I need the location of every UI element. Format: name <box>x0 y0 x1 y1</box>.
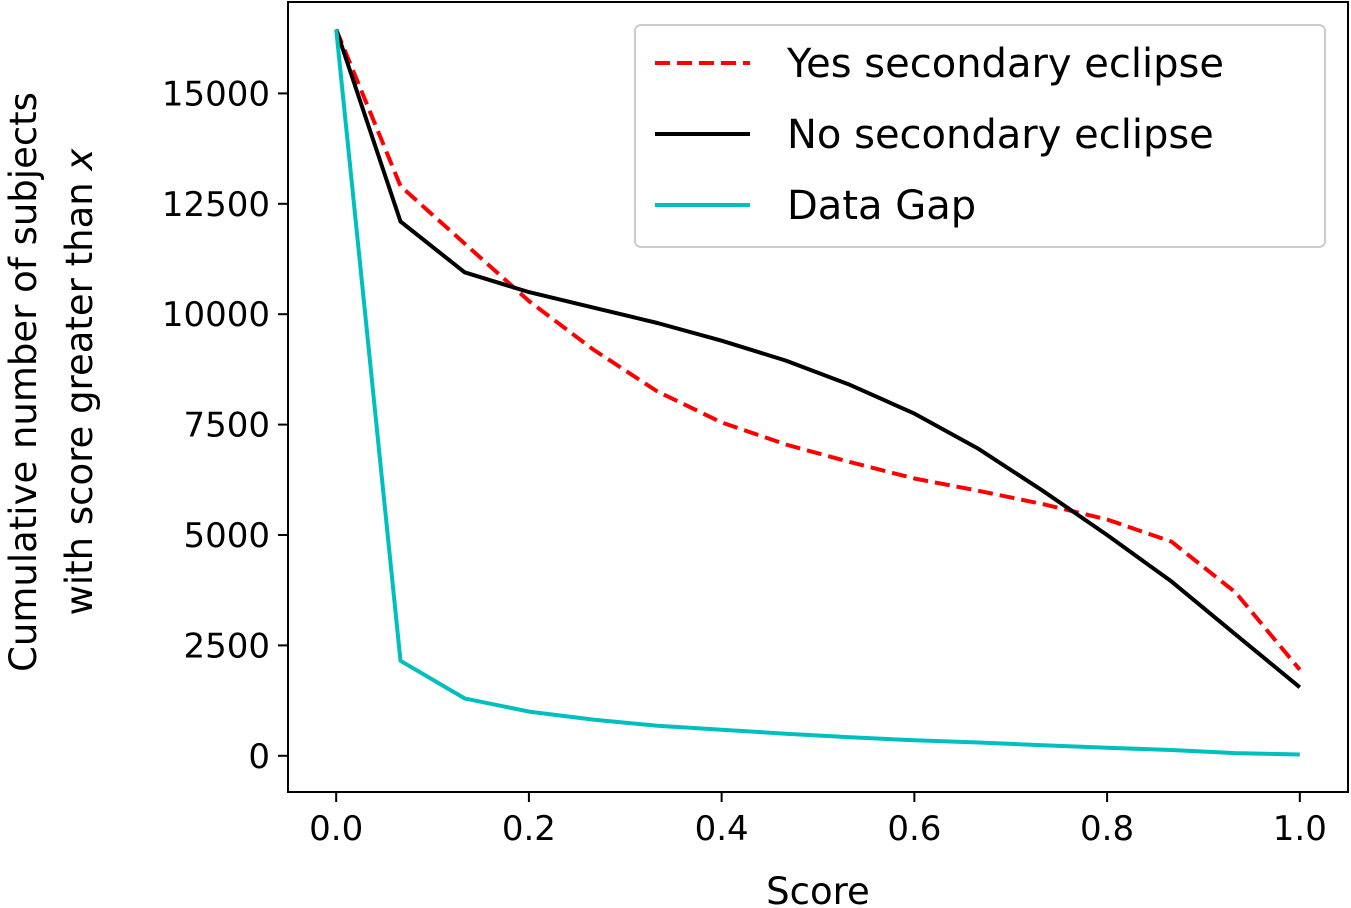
y-axis-label-line-1: Cumulative number of subjects <box>2 92 45 672</box>
x-axis: 0.0 0.2 0.4 0.6 0.8 1.0 <box>309 792 1327 849</box>
series-line-yes-secondary-eclipse <box>334 28 1302 671</box>
legend-label: No secondary eclipse <box>787 112 1214 158</box>
x-axis-label: Score <box>766 870 870 908</box>
legend-label: Data Gap <box>787 183 976 229</box>
series-line-data-gap <box>334 29 1300 757</box>
legend-box <box>634 24 1326 248</box>
series-layer <box>334 28 1302 757</box>
x-tick-label: 0.6 <box>887 809 941 849</box>
x-tick-label: 0.4 <box>695 809 749 849</box>
y-tick-label: 12500 <box>162 185 270 225</box>
y-axis: 0 2500 5000 7500 10000 12500 15000 <box>162 74 288 777</box>
x-tick-label: 0.0 <box>309 809 363 849</box>
y-axis-label-line-2: with score greater than x <box>58 148 101 616</box>
y-tick-label: 10000 <box>162 295 270 335</box>
x-tick-label: 1.0 <box>1273 809 1327 849</box>
y-tick-label: 0 <box>248 737 270 777</box>
legend: Yes secondary eclipse No secondary eclips… <box>634 24 1326 248</box>
x-tick-label: 0.8 <box>1080 809 1134 849</box>
y-tick-label: 15000 <box>162 74 270 114</box>
y-tick-label: 5000 <box>183 516 270 556</box>
series-line-no-secondary-eclipse <box>334 28 1302 689</box>
x-tick-label: 0.2 <box>502 809 556 849</box>
legend-label: Yes secondary eclipse <box>786 41 1224 87</box>
y-tick-label: 2500 <box>183 626 270 666</box>
y-tick-label: 7500 <box>183 406 270 446</box>
